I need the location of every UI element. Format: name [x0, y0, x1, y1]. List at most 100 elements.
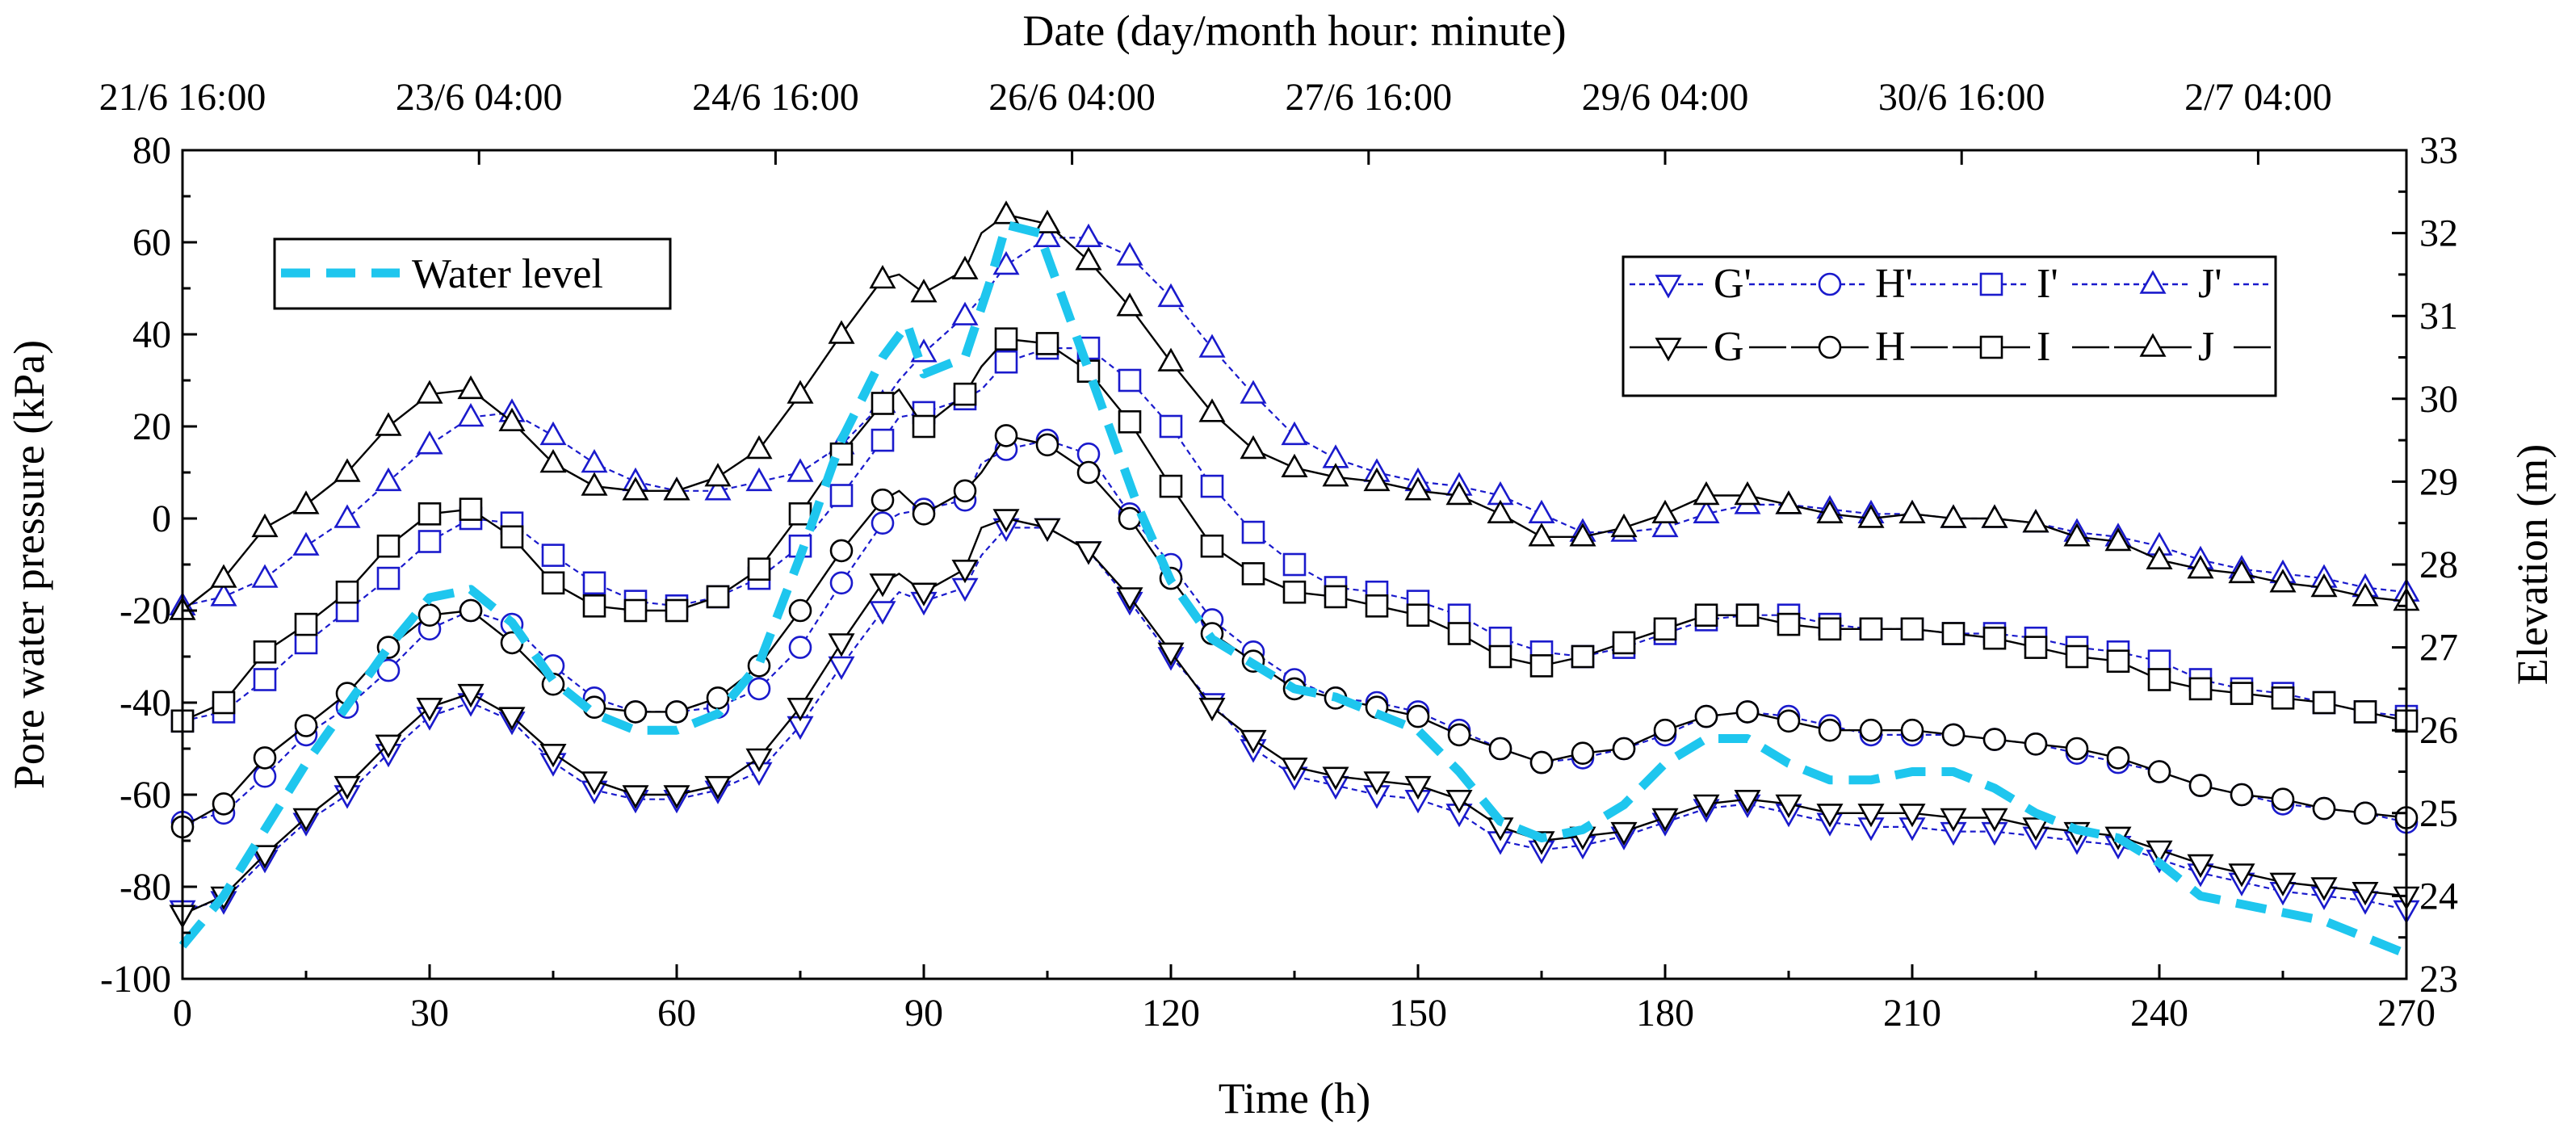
series-legend-box [1622, 255, 2277, 397]
x-axis-title: Time (h) [1219, 1074, 1371, 1123]
data-point-g [2352, 882, 2379, 906]
series-line-i-prime [182, 347, 2407, 722]
y2-tick-label: 23 [2419, 958, 2458, 1001]
data-point-i [2065, 644, 2089, 669]
data-point-h-prime [747, 677, 771, 701]
data-point-g [2228, 863, 2255, 888]
data-point-i [1818, 617, 1842, 641]
data-point-g [1281, 758, 1308, 782]
data-point-g [1075, 541, 1102, 565]
data-point-i [1118, 409, 1142, 434]
data-point-i [2230, 682, 2254, 705]
data-point-j [1322, 463, 1349, 487]
data-point-i [912, 414, 936, 439]
y2-tick-label: 33 [2419, 129, 2458, 172]
data-point-g [787, 697, 814, 722]
data-point-i [1735, 603, 1760, 628]
data-point-i [1694, 603, 1718, 628]
data-point-g [910, 582, 938, 607]
data-point-j [2063, 523, 2091, 547]
data-point-i-prime [1118, 368, 1142, 392]
data-point-j [1734, 481, 1761, 506]
y2-axis-title: Elevation (m) [2508, 444, 2557, 685]
top-tick-label: 23/6 04:00 [396, 76, 563, 119]
data-point-i [1612, 631, 1636, 655]
data-point-j [910, 279, 938, 303]
data-point-h-prime [829, 571, 854, 595]
data-point-g [292, 808, 320, 833]
data-point-j [2228, 559, 2255, 584]
data-point-j [663, 476, 690, 501]
data-point-i [1447, 622, 1471, 645]
y-tick-label: -100 [100, 958, 171, 1001]
data-point-g [2310, 877, 2338, 901]
data-point-i [294, 612, 318, 636]
data-point-g [745, 748, 773, 772]
top-tick-label: 30/6 16:00 [1878, 76, 2045, 119]
data-point-i [2312, 691, 2336, 715]
top-tick-label: 29/6 04:00 [1582, 76, 1749, 119]
data-point-i [1571, 644, 1595, 669]
x-tick-label: 210 [1883, 992, 1941, 1035]
data-point-j-prime [787, 458, 814, 482]
data-point-j [1775, 490, 1802, 514]
y-tick-label: 60 [132, 221, 171, 264]
data-point-g [457, 683, 485, 708]
data-point-g [828, 633, 855, 657]
data-point-i [953, 382, 977, 406]
legend-label-i-prime: I' [2037, 261, 2058, 307]
data-point-j [745, 434, 773, 460]
legend-label-j-prime: J' [2198, 261, 2222, 307]
data-point-g [1940, 808, 1967, 833]
legend-marker-i-prime [1979, 272, 2003, 296]
data-point-g [1734, 789, 1761, 814]
legend-marker-g-prime [1655, 275, 1682, 299]
data-point-h [2271, 787, 2295, 812]
data-point-j-prime [992, 250, 1020, 275]
data-point-h [459, 598, 483, 623]
data-point-i [1653, 617, 1677, 641]
x-tick-label: 30 [410, 992, 449, 1035]
data-point-h [623, 700, 648, 724]
data-point-j [2104, 527, 2132, 552]
data-point-g [704, 775, 732, 800]
data-point-h [417, 603, 442, 628]
data-point-j [1651, 499, 1679, 524]
data-point-j [1693, 481, 1720, 506]
data-point-g [1981, 808, 2008, 833]
x-tick-label: 180 [1636, 992, 1694, 1035]
data-point-j [2022, 509, 2049, 533]
data-point-i [1324, 585, 1348, 609]
data-point-j [1528, 523, 1555, 547]
data-point-j [622, 476, 649, 501]
data-point-i [1488, 644, 1512, 669]
data-point-j-prime [457, 403, 485, 427]
data-point-h [1859, 718, 1883, 742]
legend-label-g-prime: G' [1714, 261, 1752, 307]
data-point-g [2187, 854, 2214, 879]
data-point-j [1116, 292, 1143, 317]
top-axis-title: Date (day/month hour: minute) [1022, 6, 1566, 55]
data-point-j [2187, 555, 2214, 579]
data-point-j [1404, 476, 1432, 501]
data-point-h [2230, 783, 2254, 807]
data-point-h [1777, 709, 1801, 733]
y-tick-label: 20 [132, 405, 171, 448]
data-point-h-prime [788, 636, 812, 659]
data-point-g [251, 845, 279, 869]
data-point-j [1157, 347, 1185, 372]
data-point-j [375, 412, 402, 436]
data-point-j [704, 463, 732, 487]
data-point-j [828, 320, 855, 344]
data-point-h [953, 479, 977, 503]
x-tick-label: 120 [1142, 992, 1200, 1035]
x-tick-label: 270 [2377, 992, 2435, 1035]
data-point-g [334, 775, 361, 800]
data-point-j [1610, 513, 1638, 538]
data-point-g [1034, 518, 1061, 542]
data-point-g [416, 697, 443, 722]
data-point-i [665, 598, 689, 623]
data-point-h [2106, 746, 2130, 770]
data-point-j-prime [1693, 499, 1720, 524]
data-point-i [1859, 617, 1883, 641]
